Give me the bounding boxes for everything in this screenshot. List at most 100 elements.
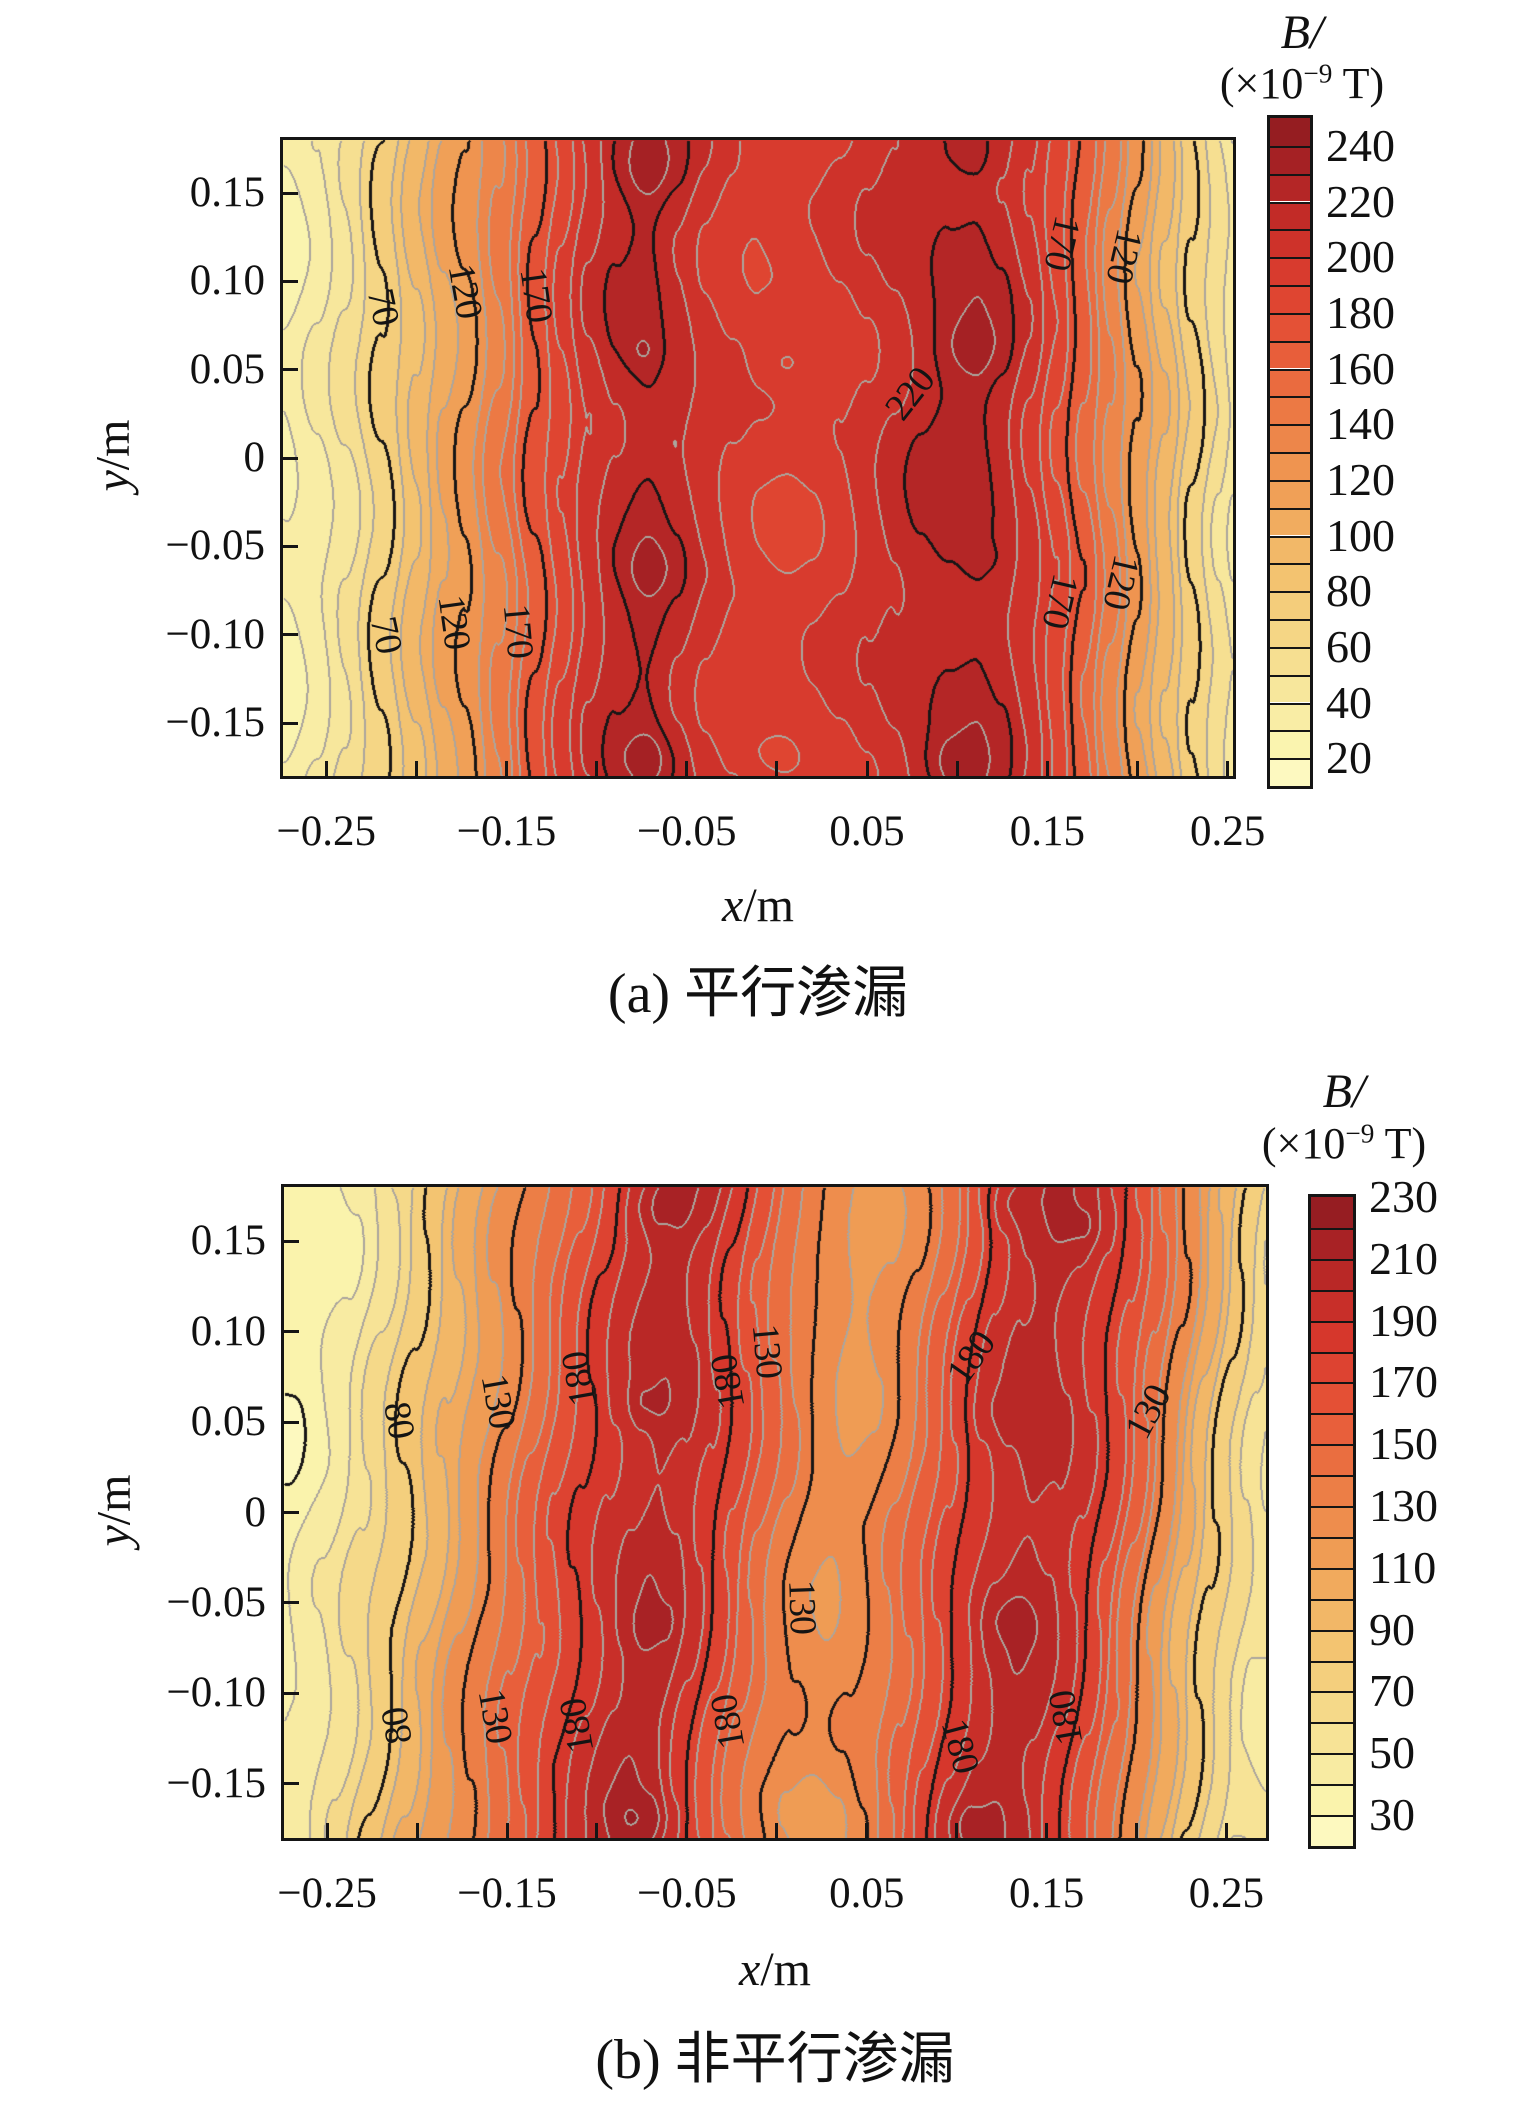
- colorbar-cell: [1311, 1289, 1353, 1321]
- y-tick: [284, 1782, 299, 1786]
- contour-label-180: 180: [1040, 1687, 1092, 1748]
- contour-label-130: 130: [469, 1685, 521, 1746]
- y-tick-label: 0.05: [190, 1398, 266, 1446]
- colorbar-tick-label: 60: [1326, 620, 1372, 672]
- x-tick-label: −0.15: [456, 808, 557, 855]
- y-tick: [283, 279, 298, 283]
- colorbar-tick-label: 70: [1369, 1665, 1415, 1717]
- colorbar-cell: [1270, 730, 1310, 759]
- x-tick: [595, 761, 599, 776]
- caption-b: (b) 非平行渗漏: [595, 2029, 955, 2091]
- colorbar-cell: [1311, 1475, 1353, 1507]
- x-tick: [595, 1823, 599, 1838]
- y-tick: [284, 1420, 299, 1424]
- x-tick: [775, 761, 779, 776]
- x-tick-label: −0.25: [277, 1870, 377, 1917]
- y-tick-label: 0: [243, 434, 266, 481]
- colorbar-tick-label: 150: [1369, 1418, 1438, 1470]
- colorbar-tick-label: 170: [1369, 1356, 1438, 1408]
- x-tick: [775, 1823, 779, 1838]
- colorbar-cell: [1270, 619, 1310, 647]
- colorbar-tick-label: 220: [1326, 175, 1395, 227]
- contour-plot-b: 80 130 180 180 130 180 130 80 130 180 180 130 180 180: [281, 1184, 1269, 1841]
- colorbar-cell: [1270, 368, 1310, 397]
- colorbar-cell: [1270, 173, 1310, 202]
- colorbar-a: [1267, 115, 1313, 789]
- y-tick-label: 0.15: [190, 1217, 266, 1265]
- colorbar-tick-label: 50: [1369, 1727, 1415, 1779]
- colorbar-cell: [1311, 1413, 1353, 1445]
- colorbar-tick-label: 40: [1326, 676, 1372, 728]
- colorbar-cell: [1311, 1351, 1353, 1383]
- colorbar-tick-label: 90: [1369, 1603, 1415, 1655]
- y-tick-label: −0.05: [165, 522, 265, 570]
- contour-label-80: 80: [375, 1398, 423, 1442]
- x-tick: [1045, 1823, 1049, 1838]
- colorbar-tick-label: 180: [1326, 286, 1395, 338]
- y-tick-label: 0.10: [189, 257, 265, 305]
- contour-canvas-a: [283, 140, 1233, 776]
- colorbar-cell: [1311, 1815, 1353, 1846]
- colorbar-cell: [1270, 118, 1310, 146]
- y-tick: [284, 1601, 299, 1605]
- colorbar-tick-label: 30: [1369, 1789, 1415, 1841]
- x-tick: [865, 1823, 869, 1838]
- contour-label-170: 170: [511, 264, 561, 325]
- contour-plot-a: 70 120 170 220 170 120 70 120 170 170 120: [280, 137, 1236, 779]
- colorbar-cell: [1270, 424, 1310, 452]
- y-tick-label: −0.05: [166, 1578, 266, 1626]
- colorbar-cell: [1270, 674, 1310, 703]
- colorbar-cell: [1311, 1753, 1353, 1785]
- colorbar-cell: [1311, 1444, 1353, 1476]
- colorbar-tick-label: 190: [1369, 1294, 1438, 1346]
- colorbar-cell: [1270, 229, 1310, 258]
- colorbar-cell: [1311, 1536, 1353, 1568]
- colorbar-cell: [1270, 285, 1310, 313]
- colorbar-cell: [1270, 340, 1310, 369]
- x-tick: [955, 761, 959, 776]
- x-tick: [505, 1823, 509, 1838]
- colorbar-cell: [1270, 507, 1310, 536]
- colorbar-cell: [1311, 1722, 1353, 1754]
- colorbar-tick-label: 210: [1369, 1232, 1438, 1284]
- contour-label-120: 120: [440, 261, 491, 322]
- y-tick-label: −0.15: [166, 1759, 266, 1807]
- colorbar-cell: [1270, 312, 1310, 341]
- y-tick-label: −0.15: [165, 699, 265, 746]
- colorbar-cell: [1311, 1629, 1353, 1661]
- colorbar-tick-label: 130: [1369, 1480, 1438, 1532]
- y-tick: [283, 721, 298, 725]
- x-unit: /m: [743, 879, 794, 932]
- contour-label-130: 130: [743, 1322, 791, 1380]
- y-tick: [283, 544, 298, 548]
- colorbar-cell: [1270, 563, 1310, 592]
- contour-label-70: 70: [361, 612, 410, 657]
- y-tick-label: 0.10: [190, 1307, 266, 1355]
- y-tick-label: 0.15: [189, 169, 265, 216]
- contour-label-130: 130: [780, 1579, 825, 1635]
- x-tick: [414, 761, 418, 776]
- x-axis-label-b: x/m: [739, 1943, 811, 1996]
- x-tick-label: −0.25: [276, 808, 376, 855]
- contour-label-180: 180: [702, 1691, 754, 1753]
- colorbar-cell: [1270, 591, 1310, 619]
- y-tick: [284, 1239, 299, 1243]
- colorbar-cell: [1311, 1197, 1353, 1228]
- y-tick-label: 0.05: [189, 345, 265, 393]
- colorbar-cell: [1311, 1784, 1353, 1816]
- x-tick: [325, 1823, 329, 1838]
- x-tick: [1135, 1823, 1138, 1838]
- colorbar-tick-label: 230: [1369, 1171, 1438, 1222]
- colorbar-cell: [1270, 479, 1310, 508]
- x-tick: [1224, 1823, 1228, 1838]
- colorbar-cell: [1270, 201, 1310, 230]
- colorbar-cell: [1270, 646, 1310, 675]
- x-tick: [685, 761, 689, 776]
- y-tick: [283, 456, 298, 460]
- caption-a: (a) 平行渗漏: [607, 963, 909, 1025]
- y-tick: [284, 1511, 299, 1514]
- x-tick-label: 0.05: [829, 1870, 905, 1917]
- contour-label-180: 180: [551, 1695, 602, 1757]
- colorbar-cell: [1311, 1258, 1353, 1290]
